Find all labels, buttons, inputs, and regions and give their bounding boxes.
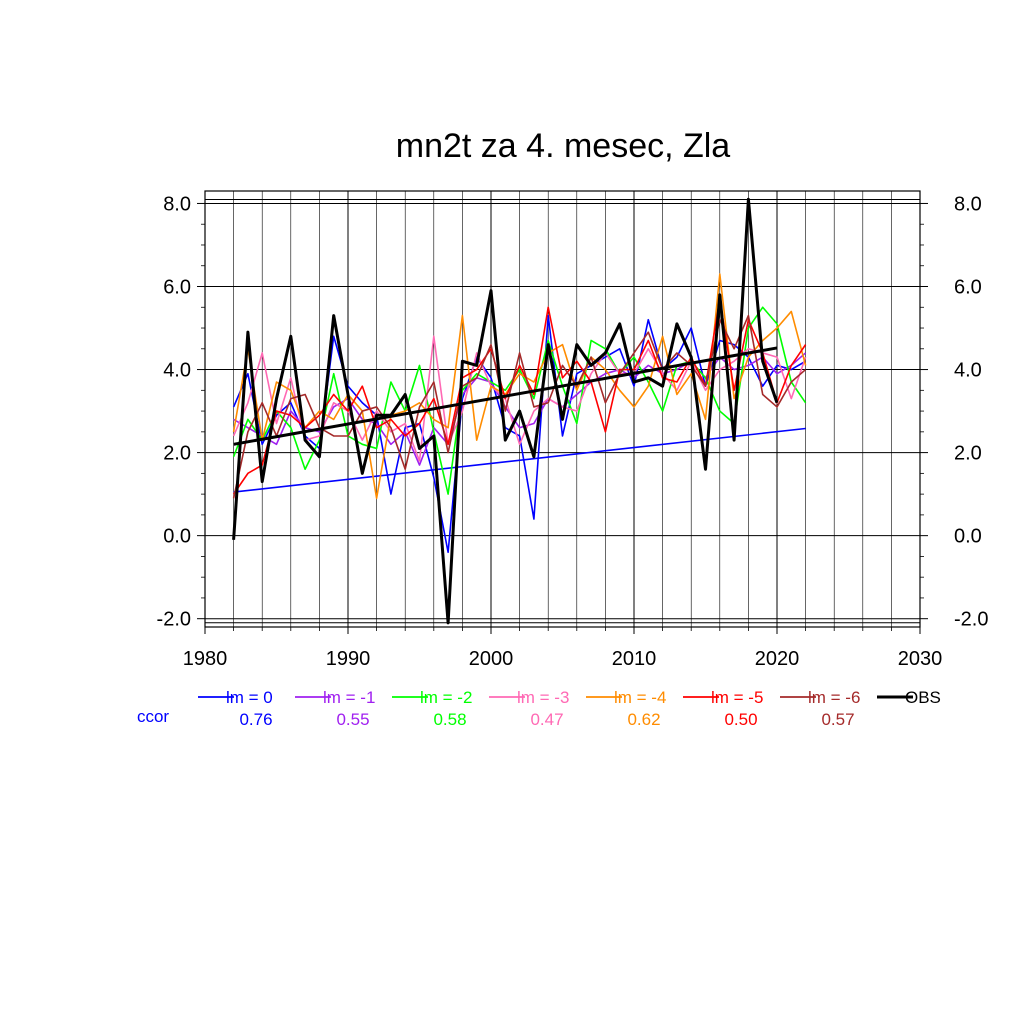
- legend-label: lm = -6: [808, 688, 860, 707]
- y-tick-label-left: -2.0: [157, 609, 191, 631]
- legend-label: lm = -5: [711, 688, 763, 707]
- plot-area: 1980 1990 2000 2010 2020 2030 -2.0 -2.0 0.0 0.0 2.…: [157, 190, 988, 670]
- series-line: [232, 314, 807, 499]
- y-tick-label-right: 4.0: [954, 360, 982, 382]
- y-tick-label-left: 6.0: [163, 277, 191, 299]
- legend-label: lm = -4: [614, 688, 666, 707]
- trend-line: [233, 427, 806, 493]
- x-tick-label: 1980: [183, 648, 228, 670]
- y-tick-label-right: -2.0: [954, 609, 988, 631]
- legend: lm = 0 0.76 lm = -1 0.55 lm = -2 0.58 lm = -3 0…: [137, 688, 941, 729]
- x-tick-label: 2020: [755, 648, 800, 670]
- series-line: [232, 306, 807, 495]
- legend-label: lm = 0: [226, 688, 273, 707]
- y-tick-label-right: 6.0: [954, 277, 982, 299]
- y-tick-label-left: 4.0: [163, 360, 191, 382]
- legend-label: lm = -2: [420, 688, 472, 707]
- ccor-value: 0.62: [627, 710, 660, 729]
- ccor-value: 0.47: [530, 710, 563, 729]
- ccor-value: 0.57: [821, 710, 854, 729]
- y-tick-label-left: 2.0: [163, 443, 191, 465]
- chart-title: mn2t za 4. mesec, Zla: [396, 127, 731, 165]
- x-tick-label: 2000: [469, 648, 514, 670]
- plot-frame: [204, 190, 921, 628]
- series-line: [232, 335, 807, 462]
- x-tick-label: 1990: [326, 648, 371, 670]
- trend-line: [233, 346, 778, 446]
- series-line: [232, 298, 807, 495]
- ccor-value: 0.58: [433, 710, 466, 729]
- ccor-label: ccor: [137, 707, 169, 726]
- ccor-value: 0.50: [724, 710, 757, 729]
- series-line: [232, 273, 807, 500]
- series-line: [232, 197, 779, 625]
- ccor-value: 0.55: [336, 710, 369, 729]
- legend-label: lm = -3: [517, 688, 569, 707]
- legend-label: OBS: [905, 688, 941, 707]
- y-tick-label-right: 2.0: [954, 443, 982, 465]
- ccor-value: 0.76: [239, 710, 272, 729]
- y-tick-label-right: 8.0: [954, 193, 982, 215]
- y-tick-label-left: 8.0: [163, 193, 191, 215]
- y-tick-label-left: 0.0: [163, 526, 191, 548]
- x-tick-label: 2030: [898, 648, 943, 670]
- x-tick-label: 2010: [612, 648, 657, 670]
- legend-label: lm = -1: [323, 688, 375, 707]
- y-tick-label-right: 0.0: [954, 526, 982, 548]
